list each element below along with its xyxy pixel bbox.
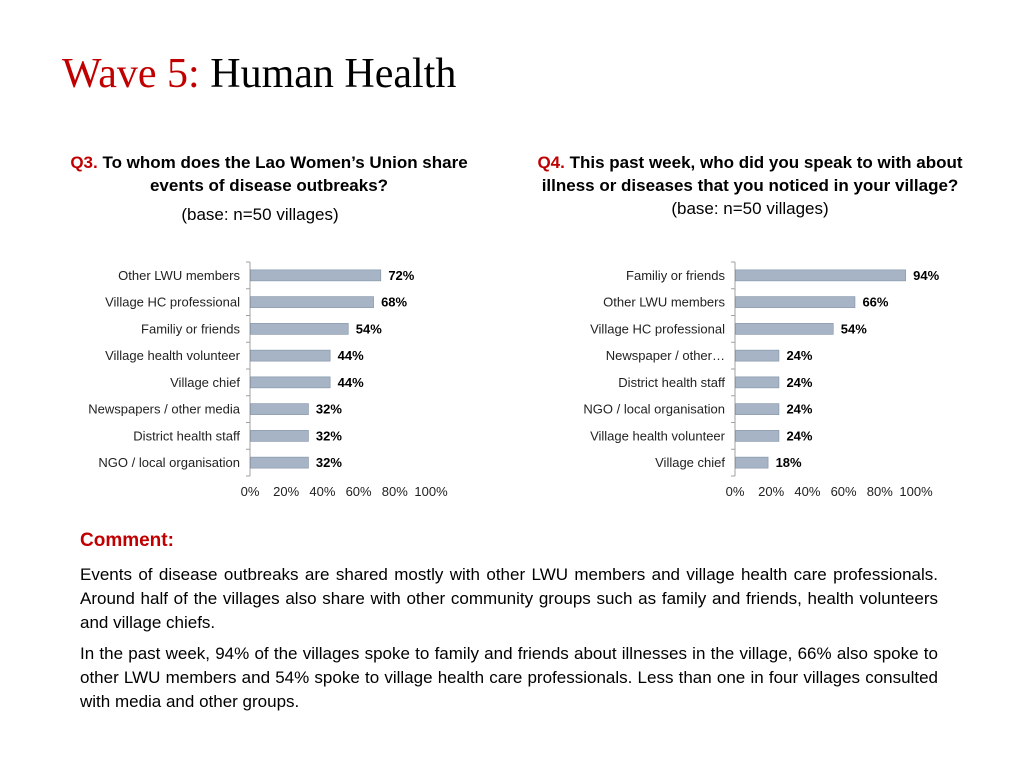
data-label: 72% bbox=[388, 268, 414, 283]
x-tick-label: 40% bbox=[794, 484, 820, 499]
data-label: 94% bbox=[913, 268, 939, 283]
category-label: Village HC professional bbox=[590, 321, 725, 336]
category-label: District health staff bbox=[133, 428, 240, 443]
bar bbox=[250, 376, 331, 389]
q3-question-body: Q3. To whom does the Lao Women’s Union s… bbox=[40, 151, 480, 197]
title-main: Human Health bbox=[210, 51, 457, 97]
bar bbox=[735, 269, 906, 282]
x-tick-label: 60% bbox=[831, 484, 857, 499]
bar bbox=[735, 456, 769, 469]
q4-number: Q4. bbox=[537, 153, 565, 172]
data-label: 24% bbox=[786, 348, 812, 363]
q3-number: Q3. bbox=[70, 153, 98, 172]
x-tick-label: 0% bbox=[241, 484, 260, 499]
q3-question: Q3. To whom does the Lao Women’s Union s… bbox=[40, 151, 480, 226]
bar bbox=[250, 403, 309, 415]
bar bbox=[250, 430, 309, 442]
category-label: Village chief bbox=[170, 375, 240, 390]
comment-heading: Comment: bbox=[80, 530, 174, 551]
category-label: District health staff bbox=[618, 375, 725, 390]
data-label: 24% bbox=[786, 428, 812, 443]
category-label: Newspaper / other… bbox=[606, 348, 725, 363]
category-label: NGO / local organisation bbox=[583, 402, 725, 417]
q4-bar-chart: Familiy or friends 94% Other LWU members 66… bbox=[583, 261, 940, 499]
x-tick-label: 80% bbox=[382, 484, 408, 499]
comment-paragraph-1: Events of disease outbreaks are shared m… bbox=[80, 565, 938, 632]
category-label: Other LWU members bbox=[118, 268, 240, 283]
q3-bar-chart: Other LWU members 72% Village HC professio… bbox=[88, 261, 448, 499]
category-label: Village health volunteer bbox=[105, 348, 241, 363]
data-label: 32% bbox=[316, 402, 342, 417]
bar bbox=[735, 430, 780, 442]
category-label: Newspapers / other media bbox=[88, 402, 241, 417]
slide-title: Wave 5: Human Health bbox=[62, 46, 456, 102]
comment-paragraph-2: In the past week, 94% of the villages sp… bbox=[80, 644, 938, 711]
data-label: 32% bbox=[316, 455, 342, 470]
data-label: 44% bbox=[338, 348, 364, 363]
data-label: 66% bbox=[862, 295, 888, 310]
category-label: Familiy or friends bbox=[141, 321, 240, 336]
bar bbox=[735, 403, 780, 415]
x-tick-label: 60% bbox=[346, 484, 372, 499]
q3-base: (base: n=50 villages) bbox=[181, 205, 339, 224]
bar bbox=[735, 296, 856, 308]
bar bbox=[735, 349, 780, 362]
x-tick-label: 20% bbox=[758, 484, 784, 499]
data-label: 54% bbox=[841, 321, 867, 336]
x-tick-label: 100% bbox=[899, 484, 933, 499]
category-label: Familiy or friends bbox=[626, 268, 725, 283]
data-label: 68% bbox=[381, 295, 407, 310]
bar bbox=[250, 349, 331, 362]
q3-text: To whom does the Lao Women’s Union share… bbox=[102, 153, 468, 195]
category-label: NGO / local organisation bbox=[98, 455, 240, 470]
data-label: 32% bbox=[316, 428, 342, 443]
title-accent: Wave 5: bbox=[62, 51, 200, 97]
x-tick-label: 80% bbox=[867, 484, 893, 499]
category-label: Village health volunteer bbox=[590, 428, 726, 443]
data-label: 18% bbox=[776, 455, 802, 470]
bar bbox=[250, 456, 309, 469]
bar bbox=[735, 376, 780, 389]
bar bbox=[250, 296, 374, 308]
bar bbox=[250, 269, 382, 282]
category-label: Village HC professional bbox=[105, 295, 240, 310]
data-label: 24% bbox=[786, 402, 812, 417]
data-label: 24% bbox=[786, 375, 812, 390]
x-tick-label: 100% bbox=[414, 484, 448, 499]
bar bbox=[250, 323, 349, 335]
data-label: 54% bbox=[356, 321, 382, 336]
x-tick-label: 0% bbox=[726, 484, 745, 499]
q4-question: Q4. This past week, who did you speak to… bbox=[530, 151, 970, 220]
x-tick-label: 40% bbox=[309, 484, 335, 499]
category-label: Village chief bbox=[655, 455, 725, 470]
x-tick-label: 20% bbox=[273, 484, 299, 499]
data-label: 44% bbox=[338, 375, 364, 390]
category-label: Other LWU members bbox=[603, 295, 725, 310]
q4-text: This past week, who did you speak to wit… bbox=[541, 153, 963, 195]
q4-base: (base: n=50 villages) bbox=[671, 199, 829, 218]
bar bbox=[735, 323, 834, 335]
